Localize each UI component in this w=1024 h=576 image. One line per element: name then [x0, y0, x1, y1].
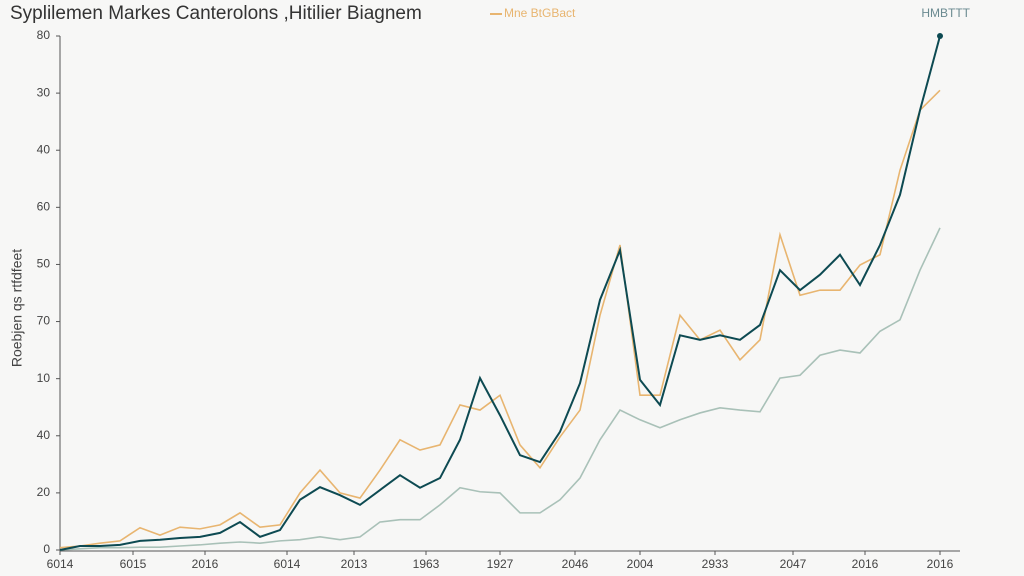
x-tick-label: 6015	[120, 557, 147, 571]
x-tick-label: 2013	[341, 557, 368, 571]
x-tick-label: 2016	[192, 557, 219, 571]
x-tick-label: 2046	[562, 557, 589, 571]
x-tick-label: 6014	[274, 557, 301, 571]
y-tick-label: 50	[37, 257, 51, 271]
x-tick-label: 2016	[852, 557, 879, 571]
x-tick-label: 1927	[487, 557, 514, 571]
y-tick-label: 70	[37, 314, 51, 328]
y-axis-label: Roebjen qs rtfdfeet	[9, 249, 25, 367]
x-tick-label: 1963	[413, 557, 440, 571]
x-tick-label: 2933	[702, 557, 729, 571]
x-tick-label: 2004	[627, 557, 654, 571]
y-tick-label: 30	[37, 85, 51, 99]
series-line	[59, 89, 941, 549]
y-tick-label: 20	[37, 485, 51, 499]
legend-label: Mne BtGBact	[504, 6, 576, 20]
y-tick-label: 80	[37, 28, 51, 42]
series-line	[59, 35, 941, 551]
y-tick-label: 40	[37, 428, 51, 442]
chart-title: Syplilemen Markes Canterolons ,Hitilier …	[10, 3, 422, 24]
y-tick-label: 0	[43, 542, 50, 556]
x-tick-label: 6014	[47, 557, 74, 571]
series-line	[59, 227, 941, 551]
x-tick-label: 2016	[927, 557, 954, 571]
y-tick-label: 10	[37, 371, 51, 385]
legend-label: HMBTTT	[921, 6, 970, 20]
end-marker	[937, 33, 943, 39]
y-tick-label: 40	[37, 142, 51, 156]
x-tick-label: 2047	[780, 557, 807, 571]
y-tick-label: 60	[37, 200, 51, 214]
